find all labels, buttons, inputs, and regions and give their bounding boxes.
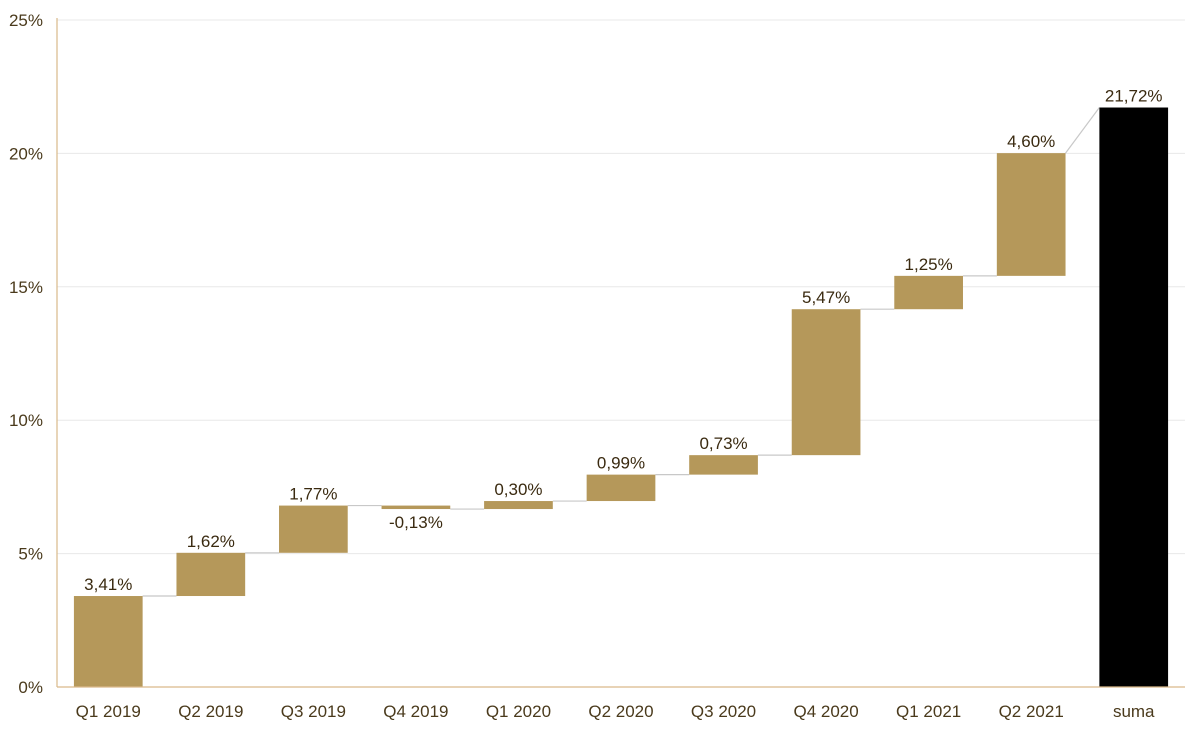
data-labels: 3,41% 1,62% 1,77% -0,13% 0,30% 0,99% 0,73% 5,47… — [84, 87, 1162, 595]
x-tick-label: Q1 2020 — [486, 702, 551, 721]
bar — [689, 455, 758, 475]
x-tick-label: Q4 2019 — [383, 702, 448, 721]
y-axis: 0% 5% 10% 15% 20% 25% — [9, 11, 58, 697]
y-tick-label: 25% — [9, 11, 43, 30]
data-label: 1,77% — [289, 485, 337, 504]
bar — [586, 474, 656, 502]
connector-lines — [142, 107, 1100, 597]
x-tick-label: Q1 2019 — [76, 702, 141, 721]
x-tick-label: Q4 2020 — [793, 702, 858, 721]
x-axis: Q1 2019 Q2 2019 Q3 2019 Q4 2019 Q1 2020 Q2 20… — [57, 686, 1185, 721]
data-label: 3,41% — [84, 575, 132, 594]
y-tick-label: 20% — [9, 144, 43, 163]
data-label: 21,72% — [1105, 87, 1163, 106]
bar — [279, 505, 348, 553]
x-tick-label: suma — [1113, 702, 1155, 721]
data-label: 0,99% — [597, 454, 645, 473]
bar — [894, 275, 963, 310]
bars — [73, 107, 1169, 688]
connector-line — [1065, 107, 1100, 154]
bar — [381, 505, 451, 510]
x-tick-label: Q2 2021 — [999, 702, 1064, 721]
data-label: 0,73% — [699, 434, 747, 453]
x-tick-label: Q2 2019 — [178, 702, 243, 721]
bar — [176, 552, 246, 597]
y-tick-label: 15% — [9, 278, 43, 297]
data-label: 1,62% — [187, 532, 235, 551]
bar — [73, 596, 143, 687]
y-tick-label: 5% — [18, 545, 43, 564]
x-tick-label: Q1 2021 — [896, 702, 961, 721]
data-label: 1,25% — [905, 255, 953, 274]
data-label: 4,60% — [1007, 132, 1055, 151]
data-label: -0,13% — [389, 513, 443, 532]
bar — [996, 153, 1066, 276]
gridlines — [57, 19, 1185, 555]
bar — [1099, 107, 1169, 688]
x-tick-label: Q3 2020 — [691, 702, 756, 721]
data-label: 0,30% — [494, 480, 542, 499]
y-tick-label: 0% — [18, 678, 43, 697]
y-tick-label: 10% — [9, 411, 43, 430]
x-tick-label: Q3 2019 — [281, 702, 346, 721]
bar — [791, 309, 861, 456]
data-label: 5,47% — [802, 288, 850, 307]
bar — [484, 501, 553, 510]
x-tick-label: Q2 2020 — [588, 702, 653, 721]
